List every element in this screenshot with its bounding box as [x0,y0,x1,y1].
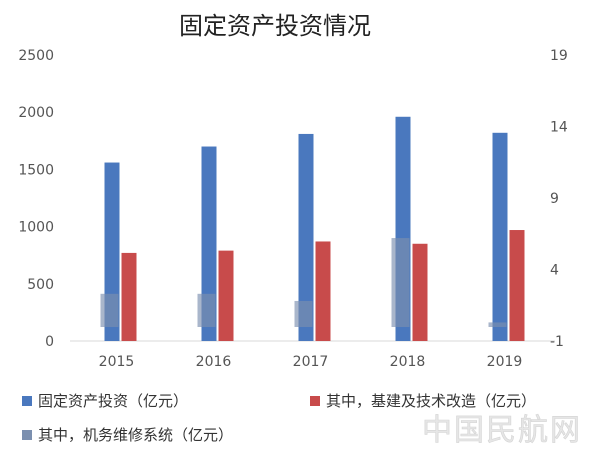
bar-fixed-asset-investment [492,132,508,341]
left-axis-tick-label: 2000 [18,105,54,121]
left-axis-tick-label: 1000 [18,220,54,236]
chart-title: 固定资产投资情况 [179,12,371,40]
bar-infrastructure-upgrade [509,230,525,341]
bar-infrastructure-upgrade [218,250,234,341]
legend-swatch [22,430,32,440]
right-axis-tick-label: -1 [550,334,564,350]
legend-label: 其中，基建及技术改造（亿元） [326,392,536,410]
left-axis-tick-label: 1500 [18,162,54,178]
left-axis-tick-label: 2500 [18,48,54,64]
x-axis-tick-label: 2019 [487,354,523,370]
x-axis-tick-label: 2018 [390,354,426,370]
bar-maintenance-system [391,238,410,327]
x-axis-tick-label: 2016 [196,354,232,370]
bar-infrastructure-upgrade [121,252,137,341]
bar-fixed-asset-investment [298,133,314,341]
plot-area: 0 500 1000 1500 2000 2500 -1 4 9 14 19 2015 2016 2017… [18,48,568,370]
bar-fixed-asset-investment [201,146,217,341]
bar-maintenance-system [294,300,313,327]
left-axis-tick-label: 0 [45,334,54,350]
bar-maintenance-system [488,322,507,327]
legend-label: 其中，机务维修系统（亿元） [38,426,233,444]
right-axis-tick-label: 4 [550,263,559,279]
legend-swatch [22,396,32,406]
x-axis-tick-label: 2015 [99,354,135,370]
bar-infrastructure-upgrade [315,241,331,341]
right-axis-tick-label: 19 [550,48,568,64]
bar-infrastructure-upgrade [412,243,428,341]
watermark: 中国民航网 [422,413,582,448]
left-axis-tick-label: 500 [27,277,54,293]
legend-swatch [310,396,320,406]
bar-maintenance-system [100,293,119,327]
legend-label: 固定资产投资（亿元） [38,392,188,410]
right-axis-tick-label: 9 [550,191,559,207]
right-axis-tick-label: 14 [550,120,568,136]
x-axis-tick-label: 2017 [293,354,329,370]
legend: 固定资产投资（亿元） 其中，基建及技术改造（亿元） 其中，机务维修系统（亿元） [22,392,536,444]
bar-maintenance-system [197,293,216,327]
